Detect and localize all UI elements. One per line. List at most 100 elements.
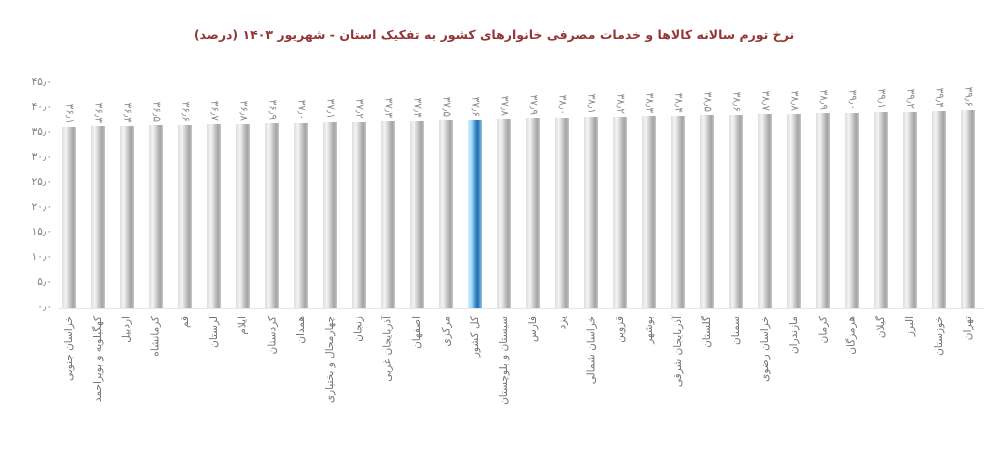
bar — [381, 121, 395, 308]
y-axis-tick-label: ۵٫۰ — [37, 276, 52, 288]
bar-highlight-country-total — [468, 120, 482, 308]
bar — [178, 125, 192, 308]
bar-value-text: ۳۸٫۸ — [788, 90, 800, 111]
bar-value-text: ۳۶٫۳ — [92, 102, 104, 123]
bar-value-text: ۳۶٫۱ — [63, 103, 75, 124]
bar-value-text: ۳۶٫۵ — [150, 101, 162, 122]
bar-value-text: ۳۶٫۷ — [208, 100, 220, 121]
bar — [584, 117, 598, 308]
x-axis-label-text: چهارمحال و بختیاری — [324, 316, 336, 404]
bar — [236, 124, 250, 308]
bar — [207, 124, 221, 308]
bar-value-text: ۳۹٫۲ — [904, 88, 916, 109]
y-axis-tick-label: ۲۵٫۰ — [31, 176, 52, 188]
x-axis-label-text: کهگیلویه و بویراحمد — [92, 316, 104, 403]
bar — [91, 126, 105, 308]
x-axis-label-text: قم — [179, 316, 191, 329]
x-axis-label-text: همدان — [295, 316, 307, 344]
bar-value-text: ۳۸٫۱ — [585, 93, 597, 114]
x-axis-label-text: فارس — [527, 316, 539, 343]
x-axis-label-text: تهران — [962, 316, 974, 341]
bar-value-text: ۳۶٫۴ — [121, 102, 133, 123]
x-axis-label-text: یزد — [556, 316, 568, 330]
y-axis-tick-label: ۱۰٫۰ — [31, 251, 52, 263]
bar-value-text: ۳۸٫۳ — [643, 92, 655, 113]
bar — [729, 115, 743, 308]
bar — [613, 117, 627, 308]
bar — [903, 112, 917, 308]
bar-value-text: ۳۷٫۱ — [324, 98, 336, 119]
bar — [816, 113, 830, 308]
bar-value-text: ۳۹٫۰ — [846, 89, 858, 110]
bar — [845, 113, 859, 308]
x-axis-label-text: هرمزگان — [846, 316, 858, 355]
bar — [62, 127, 76, 308]
bar-value-text: ۳۹٫۱ — [875, 88, 887, 109]
x-axis-label-text: خوزستان — [933, 316, 945, 356]
bar-value-text: ۳۸٫۰ — [556, 94, 568, 115]
x-axis-label-text: آذربایجان غربی — [382, 316, 394, 382]
bar-value-text: ۳۶٫۹ — [266, 99, 278, 120]
x-axis-label-text: مازندران — [788, 316, 800, 355]
bar — [758, 114, 772, 308]
bar — [787, 114, 801, 308]
y-axis-tick-label: ۴۵٫۰ — [31, 76, 52, 88]
x-axis-label-text: سمنان — [730, 316, 742, 345]
bar — [526, 118, 540, 308]
bar — [323, 122, 337, 308]
bar-value-text: ۳۷٫۵ — [440, 96, 452, 117]
x-axis-label-text: البرز — [904, 316, 916, 337]
bar — [874, 112, 888, 308]
bar-value-text: ۳۷٫۸ — [498, 95, 510, 116]
bar-value-text: ۳۸٫۴ — [672, 92, 684, 113]
bar — [555, 118, 569, 308]
x-axis-label-text: ایلام — [237, 316, 249, 335]
x-axis-label-text: خراسان رضوی — [759, 316, 771, 382]
bar — [149, 125, 163, 308]
bar — [671, 116, 685, 308]
x-axis-label-text: گلستان — [701, 316, 713, 348]
bar — [961, 110, 975, 308]
bar-value-text: ۳۷٫۹ — [527, 94, 539, 115]
y-axis-tick-label: ۰٫۰ — [37, 301, 52, 313]
x-axis-label-text: کردستان — [266, 316, 278, 355]
x-axis-label-text: اصفهان — [411, 316, 423, 349]
bar-value-text: ۳۷٫۴ — [411, 97, 423, 118]
x-axis-label-text: زنجان — [353, 316, 365, 342]
x-axis-label-text: کرمانشاه — [150, 316, 162, 357]
bar — [410, 121, 424, 308]
bar — [700, 115, 714, 308]
bar-value-text: ۳۹٫۴ — [933, 87, 945, 108]
x-axis-label-text: بوشهر — [643, 316, 655, 344]
x-axis-label-text: آذربایجان شرقی — [672, 316, 684, 388]
bar-value-text: ۳۸٫۷ — [759, 90, 771, 111]
bar-value-text: ۳۶٫۶ — [179, 101, 191, 122]
x-axis-label-text: سیستان و بلوچستان — [498, 316, 510, 405]
bar-value-text: ۳۷٫۶ — [469, 96, 481, 117]
bar-value-text: ۳۸٫۵ — [701, 91, 713, 112]
x-axis-label-text: اردبیل — [121, 316, 133, 343]
x-axis-label-text: قزوین — [614, 316, 626, 343]
x-axis-label-text: لرستان — [208, 316, 220, 348]
bar-value-text: ۳۷٫۳ — [382, 97, 394, 118]
y-axis-tick-label: ۱۵٫۰ — [31, 226, 52, 238]
x-axis-label-text: خراسان جنوبی — [63, 316, 75, 382]
bar — [294, 123, 308, 308]
x-axis-line — [58, 308, 984, 309]
bar-value-text: ۳۷٫۰ — [295, 99, 307, 120]
x-axis-label-text: مرکزی — [440, 316, 452, 347]
bar — [265, 123, 279, 308]
x-axis-label-text: خراسان شمالی — [585, 316, 597, 385]
x-axis-label-text: کرمان — [817, 316, 829, 344]
bar-value-text: ۳۸٫۲ — [614, 93, 626, 114]
chart-title: نرخ تورم سالانه کالاها و خدمات مصرفی خان… — [193, 27, 795, 42]
bar — [439, 120, 453, 308]
y-axis-tick-label: ۴۰٫۰ — [31, 101, 52, 113]
y-axis-tick-label: ۲۰٫۰ — [31, 201, 52, 213]
bar-value-text: ۳۹٫۶ — [962, 86, 974, 107]
bar — [932, 111, 946, 308]
bar — [497, 119, 511, 308]
bar — [120, 126, 134, 308]
x-axis-label-text: کل کشور — [469, 316, 481, 358]
